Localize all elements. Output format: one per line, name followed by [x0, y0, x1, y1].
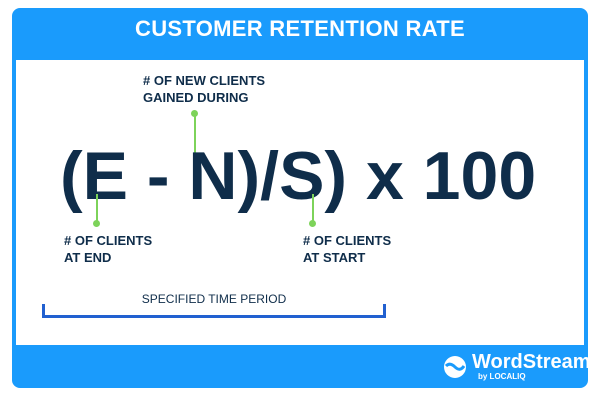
period-bracket: [42, 304, 386, 318]
wordstream-wave-icon: [444, 356, 466, 378]
page-title: CUSTOMER RETENTION RATE: [135, 16, 465, 41]
new-clients-label: # OF NEW CLIENTS GAINED DURING: [143, 72, 265, 106]
end-clients-label: # OF CLIENTS AT END: [64, 232, 152, 266]
connector-line-end: [96, 194, 98, 223]
period-label: SPECIFIED TIME PERIOD: [141, 292, 287, 306]
formula: (E - N)/S) x 100: [60, 138, 537, 214]
start-clients-label-line2: AT START: [303, 250, 366, 265]
new-clients-label-line1: # OF NEW CLIENTS: [143, 73, 266, 88]
wordstream-logo: WordStream by LOCALIQ: [444, 352, 591, 382]
new-clients-label-line2: GAINED DURING: [143, 90, 249, 105]
content-panel: [16, 60, 584, 345]
start-clients-label-line1: # OF CLIENTS: [303, 233, 392, 248]
brand-sub: by LOCALIQ: [478, 372, 526, 381]
end-clients-label-line2: AT END: [64, 250, 112, 265]
start-clients-label: # OF CLIENTS AT START: [303, 232, 391, 266]
brand-name: WordStream: [472, 351, 591, 373]
connector-dot-end: [93, 220, 100, 227]
connector-line-start: [312, 194, 314, 223]
end-clients-label-line1: # OF CLIENTS: [64, 233, 153, 248]
connector-line-new: [194, 113, 196, 153]
connector-dot-start: [309, 220, 316, 227]
